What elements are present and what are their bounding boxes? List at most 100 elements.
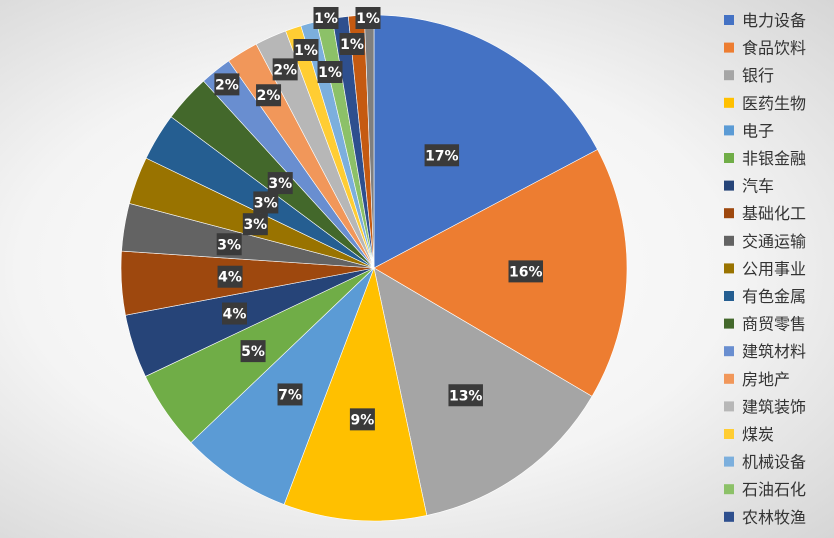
data-label-text: 3% [217, 237, 241, 253]
data-label-box [317, 61, 343, 83]
legend-label: 电力设备 [742, 11, 806, 30]
legend-entry-18: 石油石化 [724, 480, 806, 499]
legend: 电力设备食品饮料银行医药生物电子非银金融汽车基础化工交通运输公用事业有色金属商贸… [724, 11, 806, 527]
legend-entry-16: 煤炭 [724, 425, 774, 444]
data-label-text: 4% [218, 270, 242, 286]
legend-entry-17: 机械设备 [724, 453, 806, 472]
data-label-box [217, 265, 243, 288]
legend-entry-11: 有色金属 [724, 287, 806, 306]
data-labels: 17%16%13%9%7%5%4%4%3%3%3%3%2%2%2%1%1%1%1… [214, 7, 544, 431]
data-label-box [313, 7, 339, 29]
data-label-20: 1% [355, 7, 381, 29]
data-label-13: 2% [214, 73, 240, 96]
data-label-text: 7% [278, 387, 302, 403]
legend-swatch [724, 373, 734, 384]
legend-entry-19: 农林牧渔 [724, 508, 806, 527]
data-label-text: 3% [254, 195, 278, 211]
legend-entry-5: 电子 [724, 121, 774, 140]
legend-swatch [724, 70, 734, 81]
data-label-17: 1% [317, 61, 343, 83]
data-label-15: 2% [272, 58, 298, 81]
data-label-text: 1% [314, 11, 338, 27]
data-label-8: 4% [217, 265, 243, 288]
data-label-box [253, 191, 279, 214]
data-label-7: 4% [221, 302, 247, 325]
pie-slice-3 [373, 267, 593, 516]
pie-slice-2 [373, 149, 628, 397]
data-label-box [216, 233, 242, 256]
legend-swatch [724, 401, 734, 412]
legend-label: 农林牧渔 [742, 508, 806, 527]
data-label-box [240, 340, 266, 363]
data-label-4: 9% [349, 408, 375, 431]
data-label-6: 5% [240, 340, 266, 363]
legend-swatch [724, 263, 734, 274]
pie-slice-4 [283, 266, 428, 522]
data-label-text: 1% [356, 11, 380, 27]
legend-entry-2: 食品饮料 [724, 39, 806, 58]
legend-label: 房地产 [742, 370, 790, 389]
legend-swatch [724, 318, 734, 329]
data-label-box [349, 408, 375, 431]
legend-swatch [724, 429, 734, 439]
data-label-text: 3% [243, 217, 267, 233]
legend-entry-12: 商贸零售 [724, 315, 806, 334]
data-label-14: 2% [256, 84, 282, 107]
legend-swatch [724, 291, 734, 301]
data-label-19: 1% [339, 33, 365, 55]
data-label-text: 1% [318, 65, 342, 81]
data-label-9: 3% [216, 233, 242, 256]
legend-label: 非银金融 [742, 149, 806, 168]
legend-label: 石油石化 [742, 480, 806, 499]
legend-swatch [724, 180, 734, 191]
legend-swatch [724, 511, 734, 522]
legend-entry-3: 银行 [724, 66, 774, 85]
legend-label: 食品饮料 [742, 39, 806, 58]
legend-swatch [724, 456, 734, 467]
data-label-box [339, 33, 365, 55]
legend-label: 公用事业 [742, 259, 806, 278]
legend-swatch [724, 153, 734, 163]
legend-swatch [724, 42, 734, 53]
legend-entry-10: 公用事业 [724, 259, 806, 278]
legend-swatch [724, 484, 734, 495]
legend-label: 有色金属 [742, 287, 806, 306]
legend-entry-13: 建筑材料 [724, 342, 806, 361]
data-label-10: 3% [242, 213, 268, 236]
legend-entry-14: 房地产 [724, 370, 790, 389]
data-label-text: 3% [268, 176, 292, 192]
data-label-text: 2% [257, 88, 281, 104]
data-label-18: 1% [313, 7, 339, 29]
data-label-3: 13% [448, 384, 483, 407]
data-label-text: 5% [241, 344, 265, 360]
data-label-box [214, 73, 240, 96]
data-label-box [508, 260, 544, 283]
legend-label: 基础化工 [742, 204, 806, 223]
data-label-box [293, 39, 319, 61]
data-label-box [267, 172, 293, 195]
data-label-text: 16% [509, 264, 543, 280]
data-label-5: 7% [277, 383, 303, 406]
legend-entry-15: 建筑装饰 [724, 397, 806, 416]
legend-entry-4: 医药生物 [724, 94, 806, 113]
legend-label: 商贸零售 [742, 315, 806, 334]
data-label-box [256, 84, 282, 107]
legend-swatch [724, 208, 734, 219]
data-label-box [424, 144, 460, 167]
legend-entry-8: 基础化工 [724, 204, 806, 223]
legend-swatch [724, 97, 734, 108]
legend-label: 电子 [742, 121, 774, 140]
pie-slice-1 [373, 14, 598, 269]
data-label-box [221, 302, 247, 325]
data-label-box [355, 7, 381, 29]
data-label-box [272, 58, 298, 81]
legend-label: 机械设备 [742, 453, 806, 472]
legend-swatch [724, 15, 734, 25]
data-label-16: 1% [293, 39, 319, 61]
data-label-11: 3% [253, 191, 279, 214]
legend-label: 建筑材料 [742, 342, 806, 361]
data-label-box [242, 213, 268, 236]
legend-entry-1: 电力设备 [724, 11, 806, 30]
legend-swatch [724, 125, 734, 136]
